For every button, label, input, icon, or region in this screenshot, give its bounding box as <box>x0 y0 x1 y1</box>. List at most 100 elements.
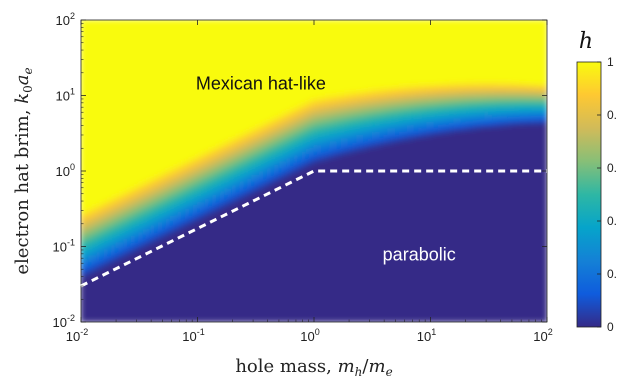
heatmap-cell <box>224 314 230 320</box>
heatmap-cell <box>158 254 164 259</box>
heatmap-cell <box>181 193 187 199</box>
heatmap-cell <box>81 89 86 95</box>
heatmap-cell <box>162 123 167 128</box>
heatmap-cell <box>224 183 230 189</box>
heatmap-cell <box>263 113 268 118</box>
heatmap-cell <box>111 89 117 95</box>
heatmap-cell <box>282 56 288 61</box>
heatmap-cell <box>111 42 117 48</box>
heatmap-cell <box>286 103 292 108</box>
heatmap-cell <box>146 204 152 209</box>
heatmap-cell <box>193 298 198 303</box>
heatmap-cell <box>138 277 144 283</box>
heatmap-cell <box>200 291 206 296</box>
heatmap-cell <box>181 150 187 155</box>
heatmap-cell <box>251 147 257 152</box>
heatmap-cell <box>216 86 222 91</box>
heatmap-cell <box>88 190 94 195</box>
heatmap-cell <box>263 66 268 71</box>
heatmap-cell <box>197 291 202 296</box>
heatmap-cell <box>286 73 292 78</box>
heatmap-cell <box>115 314 121 320</box>
heatmap-cell <box>247 163 253 169</box>
heatmap-cell <box>224 264 230 269</box>
heatmap-cell <box>243 318 249 322</box>
heatmap-cell <box>158 167 164 172</box>
heatmap-cell <box>274 46 280 51</box>
heatmap-cell <box>92 237 98 242</box>
heatmap-cell <box>282 294 288 300</box>
heatmap-cell <box>263 240 268 246</box>
heatmap-cell <box>99 46 105 51</box>
heatmap-cell <box>282 22 288 28</box>
heatmap-cell <box>169 56 175 61</box>
heatmap-cell <box>270 277 276 283</box>
heatmap-cell <box>200 281 206 286</box>
heatmap-cell <box>165 274 171 279</box>
heatmap-cell <box>200 96 206 102</box>
heatmap-cell <box>185 49 191 55</box>
heatmap-cell <box>154 193 160 199</box>
heatmap-cell <box>169 22 175 28</box>
heatmap-cell <box>185 190 191 195</box>
heatmap-cell <box>154 291 160 296</box>
heatmap-cell <box>115 130 121 135</box>
heatmap-cell <box>142 143 148 149</box>
heatmap-cell <box>130 89 136 95</box>
heatmap-cell <box>162 106 167 112</box>
heatmap-cell <box>177 227 183 232</box>
heatmap-cell <box>274 214 280 219</box>
heatmap-cell <box>181 36 187 41</box>
heatmap-cell <box>274 39 280 44</box>
heatmap-cell <box>115 230 121 236</box>
heatmap-cell <box>193 42 198 48</box>
heatmap-cell <box>259 96 265 102</box>
heatmap-cell <box>158 63 164 68</box>
heatmap-cell <box>204 314 210 320</box>
heatmap-cell <box>208 190 214 195</box>
heatmap-cell <box>247 227 253 232</box>
heatmap-cell <box>239 187 245 192</box>
heatmap-cell <box>286 301 292 306</box>
heatmap-cell <box>185 247 191 253</box>
heatmap-cell <box>119 29 125 34</box>
heatmap-cell <box>173 147 179 152</box>
heatmap-cell <box>231 284 237 289</box>
heatmap-cell <box>259 204 265 209</box>
heatmap-cell <box>282 210 288 216</box>
heatmap-cell <box>185 157 191 162</box>
heatmap-cell <box>243 207 249 212</box>
heatmap-cell <box>96 130 101 135</box>
heatmap-cell <box>150 143 156 149</box>
heatmap-cell <box>243 251 249 256</box>
heatmap-cell <box>150 294 156 300</box>
heatmap-cell <box>165 56 171 61</box>
heatmap-cell <box>127 264 132 269</box>
heatmap-cell <box>231 157 237 162</box>
heatmap-cell <box>278 106 284 112</box>
heatmap-cell <box>247 32 253 38</box>
heatmap-cell <box>270 254 276 259</box>
heatmap-cell <box>216 83 222 88</box>
heatmap-cell <box>177 133 183 138</box>
heatmap-cell <box>278 244 284 249</box>
heatmap-cell <box>103 66 109 71</box>
heatmap-cell <box>165 207 171 212</box>
heatmap-cell <box>99 49 105 55</box>
heatmap-cell <box>165 204 171 209</box>
heatmap-cell <box>88 210 94 216</box>
heatmap-cell <box>235 110 241 115</box>
heatmap-cell <box>193 69 198 75</box>
heatmap-cell <box>212 271 218 276</box>
heatmap-cell <box>127 308 132 313</box>
heatmap-cell <box>263 110 268 115</box>
heatmap-cell <box>99 204 105 209</box>
heatmap-cell <box>224 49 230 55</box>
heatmap-cell <box>115 39 121 44</box>
heatmap-cell <box>142 73 148 78</box>
heatmap-cell <box>208 170 214 175</box>
heatmap-cell <box>96 86 101 91</box>
heatmap-cell <box>212 304 218 310</box>
heatmap-cell <box>130 66 136 71</box>
heatmap-cell <box>255 308 261 313</box>
